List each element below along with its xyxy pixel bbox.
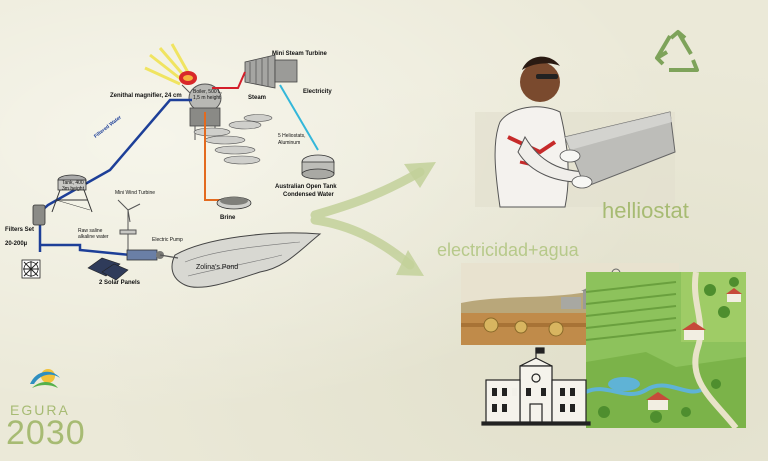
label-electric-pump: Electric Pump	[152, 237, 183, 243]
label-condensed-water: Condensed Water	[283, 192, 334, 198]
label-zenithal-magnifier: Zenithal magnifier, 24 cm	[110, 93, 182, 99]
solar-panel-icon	[87, 257, 129, 281]
label-filters-set: Filters Set	[5, 227, 35, 233]
pond-pipe	[159, 254, 179, 259]
mini-steam-turbine	[244, 54, 298, 89]
label-raw-water: Raw saline	[78, 228, 103, 234]
label-brine: Brine	[220, 215, 236, 221]
egura-logo-icon	[30, 369, 60, 388]
label-heliostats: 5 Heliostats,	[278, 133, 306, 139]
worker-illustration	[475, 56, 676, 208]
label-australian-tank: Australian Open Tank	[275, 184, 337, 190]
water-tank-tower	[51, 174, 93, 213]
label-tank-height: 3m height	[62, 186, 84, 192]
sun-rays	[144, 43, 192, 86]
label-steam: Steam	[248, 95, 267, 101]
label-electricity: Electricity	[303, 89, 332, 95]
recycle-icon	[655, 30, 699, 72]
label-boiler: Boiler, 500 L,	[193, 89, 223, 95]
brine-tank	[216, 196, 252, 210]
label-filters-range: 20-200µ	[5, 241, 28, 247]
electricidad-agua-label: electricidad+agua	[437, 240, 579, 260]
label-raw-water-2: alkaline water	[78, 234, 109, 240]
label-solar-panels: 2 Solar Panels	[99, 280, 141, 286]
label-tank: Tank, 400 L	[62, 180, 88, 186]
label-mini-steam-turbine: Mini Steam Turbine	[272, 51, 327, 57]
red-steam-pipe	[212, 71, 246, 89]
label-boiler-height: 1,5 m height	[193, 95, 221, 101]
map-illustration	[585, 271, 746, 430]
logo-year: 2030	[6, 414, 86, 452]
filter-unit	[32, 204, 46, 226]
heliostats	[193, 114, 273, 165]
arrow-icon	[310, 167, 425, 270]
wind-turbine-icon	[117, 199, 141, 250]
logo-name: EGURA	[10, 402, 70, 418]
label-zolinas-pond: Zolina's Pond	[196, 264, 239, 271]
label-heliostats-material: Aluminum	[278, 140, 301, 146]
school-building-illustration	[481, 347, 591, 426]
helliostat-label: helliostat	[602, 198, 689, 223]
arrow-heads	[396, 162, 436, 276]
electric-pump	[126, 249, 164, 261]
fan-icon	[21, 259, 41, 279]
cyan-condensed-pipe	[279, 84, 319, 151]
zolinas-pond	[171, 232, 322, 288]
zenithal-magnifier	[179, 71, 197, 96]
australian-tank	[301, 154, 335, 180]
label-mini-wind-turbine: Mini Wind Turbine	[115, 190, 156, 196]
